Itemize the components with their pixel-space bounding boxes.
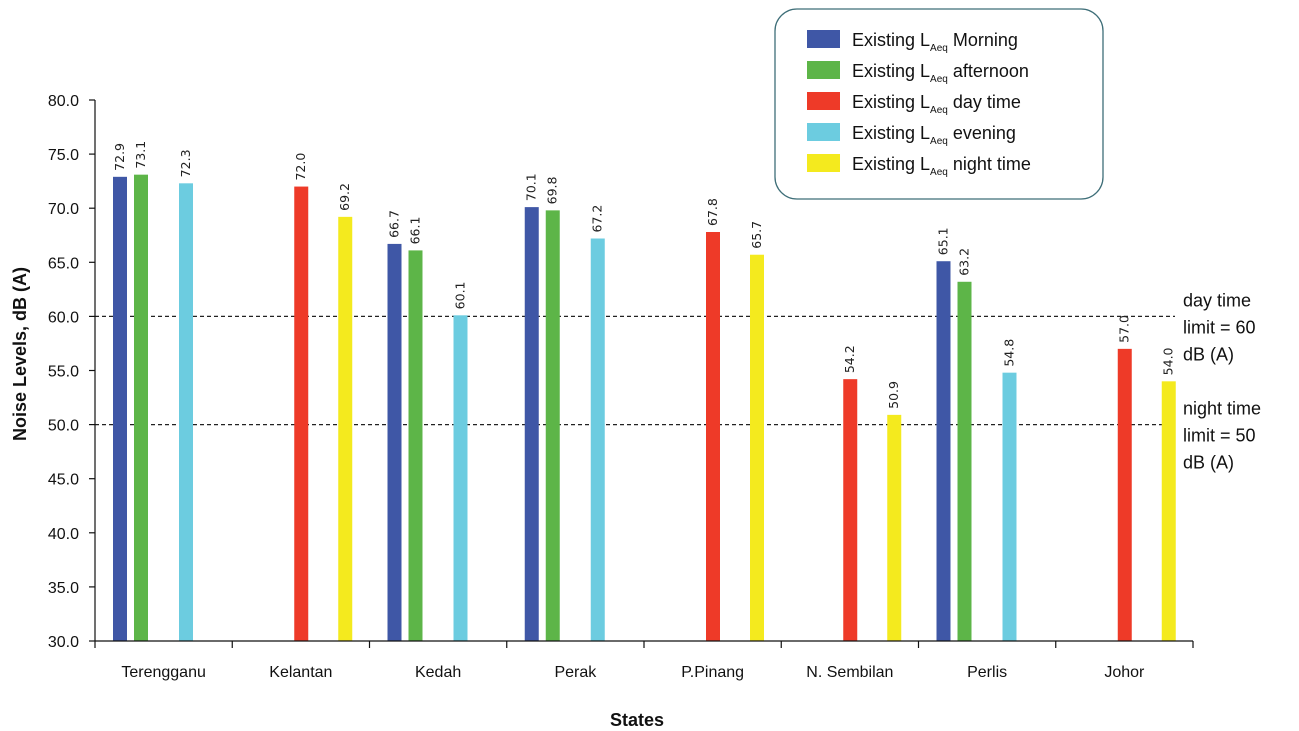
x-tick-label: Kelantan — [269, 664, 332, 681]
bar — [957, 281, 972, 641]
legend-swatch — [807, 92, 840, 110]
data-label: 72.3 — [178, 149, 193, 177]
y-tick-label: 80.0 — [48, 93, 79, 110]
bar — [1161, 381, 1176, 641]
y-tick-label: 70.0 — [48, 201, 79, 218]
bar — [408, 250, 423, 641]
data-label: 57.0 — [1117, 315, 1132, 343]
x-tick-label: Kedah — [415, 664, 461, 681]
reference-line-labels: day time limit = 60 dB (A) night time limit … — [1183, 290, 1261, 472]
y-tick-labels: 30.0 35.0 40.0 45.0 50.0 55.0 60.0 65.0 70.0 75.0… — [48, 93, 79, 651]
data-label: 54.8 — [1002, 339, 1017, 367]
data-label: 50.9 — [886, 381, 901, 409]
bar — [179, 183, 193, 641]
bar — [134, 174, 148, 641]
legend-entry: Existing LAeq afternoon — [852, 61, 1029, 85]
data-label: 73.1 — [133, 141, 148, 169]
y-tick-label: 75.0 — [48, 147, 79, 164]
reference-line-label: limit = 60 — [1183, 317, 1256, 337]
x-tick-label: P.Pinang — [681, 664, 744, 681]
y-tick-label: 65.0 — [48, 255, 79, 272]
bar — [113, 176, 127, 641]
legend-entry: Existing LAeq night time — [852, 154, 1031, 178]
bar — [545, 210, 560, 641]
bar — [887, 414, 902, 641]
y-tick-label: 55.0 — [48, 364, 79, 381]
data-label: 65.7 — [749, 221, 764, 249]
y-tick-label: 45.0 — [48, 472, 79, 489]
bar — [524, 207, 539, 642]
data-label: 65.1 — [936, 227, 951, 255]
x-tick-label: N. Sembilan — [806, 664, 893, 681]
x-tick-label: Johor — [1104, 664, 1145, 681]
data-label: 63.2 — [957, 248, 972, 276]
x-tick-labels: Terengganu Kelantan Kedah Perak P.Pinang N. S… — [121, 664, 1145, 681]
legend-box — [774, 8, 1104, 200]
bar — [936, 261, 951, 641]
bar — [590, 238, 605, 641]
bar — [706, 232, 720, 641]
bar — [294, 186, 309, 641]
legend-entry: Existing LAeq evening — [852, 123, 1016, 147]
y-tick-label: 35.0 — [48, 580, 79, 597]
data-label: 72.9 — [112, 143, 127, 171]
data-label: 54.2 — [842, 345, 857, 373]
bar — [387, 243, 402, 641]
data-label: 60.1 — [453, 281, 468, 309]
data-label: 66.7 — [387, 210, 402, 238]
x-tick-label: Terengganu — [121, 664, 206, 681]
data-label: 70.1 — [524, 173, 539, 201]
x-axis-title: States — [610, 710, 664, 730]
reference-line-label: dB (A) — [1183, 344, 1234, 364]
bar — [843, 379, 858, 641]
bar-labels: 72.9 66.7 70.1 65.1 73.1 66.1 69.8 63.2 72.0 67.8… — [112, 141, 1176, 409]
y-tick-label: 50.0 — [48, 418, 79, 435]
legend-swatch — [807, 154, 840, 172]
reference-line-label: dB (A) — [1183, 453, 1234, 473]
data-label: 69.8 — [545, 176, 560, 204]
bar — [453, 315, 468, 641]
data-label: 67.8 — [705, 198, 720, 226]
reference-line-label: night time — [1183, 399, 1261, 419]
data-label: 54.0 — [1161, 347, 1176, 375]
data-label: 67.2 — [590, 205, 605, 233]
axes — [89, 99, 1194, 648]
data-label: 72.0 — [293, 153, 308, 181]
legend-swatch — [807, 123, 840, 141]
legend-swatch — [807, 30, 840, 48]
x-tick-label: Perak — [554, 664, 597, 681]
bar — [1117, 348, 1132, 641]
bars — [113, 174, 1176, 642]
data-label: 66.1 — [408, 217, 423, 245]
reference-lines — [95, 315, 1175, 426]
legend-entry: Existing LAeq Morning — [852, 30, 1018, 54]
legend: Existing LAeq Morning Existing LAeq after… — [774, 8, 1104, 200]
legend-entry: Existing LAeq day time — [852, 92, 1021, 116]
y-tick-label: 30.0 — [48, 634, 79, 651]
y-tick-label: 40.0 — [48, 526, 79, 543]
bar — [750, 254, 764, 641]
x-tick-label: Perlis — [967, 664, 1007, 681]
bar — [1002, 372, 1017, 641]
bar — [338, 216, 353, 641]
legend-swatch — [807, 61, 840, 79]
data-label: 69.2 — [337, 183, 352, 211]
reference-line-label: limit = 50 — [1183, 426, 1256, 446]
reference-line-label: day time — [1183, 290, 1251, 310]
y-tick-label: 60.0 — [48, 309, 79, 326]
y-axis-title: Noise Levels, dB (A) — [10, 267, 30, 441]
